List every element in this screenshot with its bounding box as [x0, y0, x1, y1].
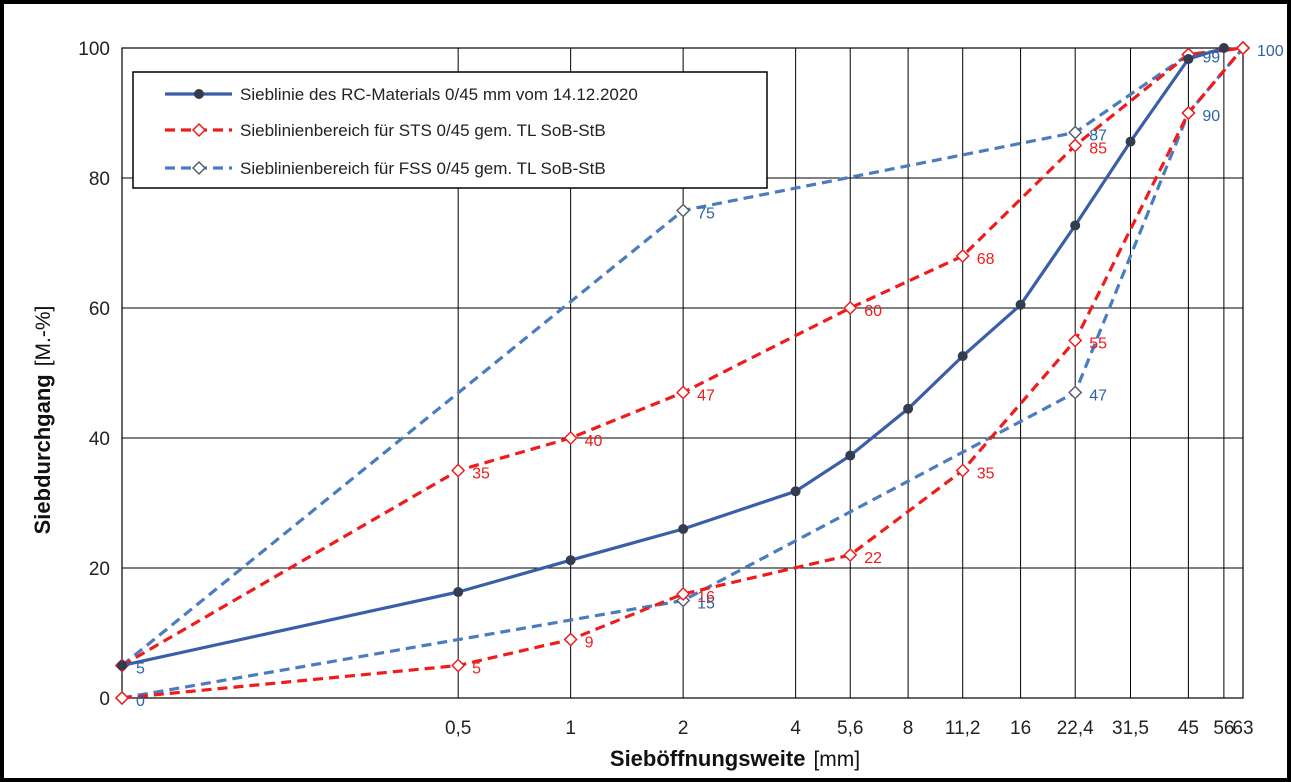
y-tick-label: 100 [78, 39, 110, 60]
data-label: 47 [1089, 388, 1107, 405]
x-tick-label: 4 [790, 718, 801, 739]
series-layer [114, 40, 1251, 706]
data-point [451, 658, 466, 673]
data-point [676, 385, 691, 400]
x-tick-label: 22,4 [1057, 718, 1094, 739]
x-tick-label: 1 [565, 718, 576, 739]
data-point [955, 463, 970, 478]
data-label: 9 [585, 635, 594, 652]
y-tick-label: 80 [89, 169, 110, 190]
x-tick-label: 16 [1010, 718, 1031, 739]
x-tick-label: 63 [1232, 718, 1253, 739]
x-tick-label: 0,5 [445, 718, 471, 739]
data-point [1183, 54, 1194, 65]
legend-label: Sieblinienbereich für STS 0/45 gem. TL S… [240, 121, 606, 140]
data-point [1015, 299, 1026, 310]
data-point [790, 486, 801, 497]
series-line [121, 46, 1245, 700]
x-tick-label: 8 [903, 718, 914, 739]
x-axis-title: Sieböffnungsweite [mm] [610, 746, 860, 771]
data-label: 35 [472, 466, 490, 483]
data-label: 90 [1202, 108, 1220, 125]
data-point [1070, 220, 1081, 231]
data-label: 5 [472, 661, 481, 678]
data-label: 47 [697, 388, 715, 405]
y-axis-label: Siebdurchgang [30, 374, 55, 534]
data-point [676, 203, 691, 218]
data-point [903, 403, 914, 414]
x-tick-label: 45 [1178, 718, 1199, 739]
data-point [1218, 43, 1229, 53]
data-label: 99 [1202, 50, 1220, 67]
data-label: 60 [864, 303, 882, 320]
data-point [957, 351, 968, 362]
data-point [114, 690, 130, 706]
data-point [843, 300, 858, 316]
data-label: 16 [697, 589, 715, 606]
x-axis-unit: [mm] [813, 748, 860, 771]
legend-items: Sieblinie des RC-Materials 0/45 mm vom 1… [165, 85, 638, 178]
data-point [117, 660, 127, 671]
x-tick-label: 2 [678, 718, 689, 739]
data-point [565, 555, 576, 566]
data-point [1181, 105, 1196, 121]
data-label: 35 [977, 466, 995, 483]
data-point [676, 586, 691, 602]
y-axis-title: Siebdurchgang [M.-%] [30, 306, 55, 535]
y-axis-unit: [M.-%] [32, 306, 55, 367]
data-label: 0 [136, 693, 145, 710]
x-tick-label: 5,6 [837, 718, 863, 739]
x-axis-label: Sieböffnungsweite [610, 746, 806, 771]
data-label: 100 [1257, 43, 1284, 60]
data-point [955, 248, 970, 264]
legend-box [132, 71, 768, 189]
x-tick-label: 56 [1213, 718, 1234, 739]
y-tick-label: 60 [89, 299, 110, 320]
data-point [1068, 138, 1083, 153]
legend-marker [194, 89, 204, 99]
data-label: 22 [864, 550, 882, 567]
data-label: 75 [697, 206, 715, 223]
data-point [678, 524, 689, 534]
y-tick-label: 0 [99, 689, 110, 710]
data-point [1125, 136, 1136, 147]
data-point [843, 547, 858, 563]
data-label: 87 [1089, 128, 1107, 145]
data-label: 85 [1089, 141, 1107, 158]
data-point [845, 450, 856, 461]
y-tick-label: 20 [89, 559, 110, 580]
data-label: 68 [977, 251, 995, 268]
y-tick-label: 40 [89, 429, 110, 450]
series-line [121, 46, 1244, 667]
legend-label: Sieblinienbereich für FSS 0/45 gem. TL S… [240, 159, 606, 178]
data-point [563, 430, 578, 446]
data-label: 15 [697, 596, 715, 613]
legend: Sieblinie des RC-Materials 0/45 mm vom 1… [132, 71, 768, 189]
data-point [563, 632, 578, 647]
legend-marker [191, 122, 207, 138]
x-tick-label: 11,2 [945, 718, 981, 739]
data-label: 55 [1089, 336, 1107, 353]
data-label: 5 [136, 661, 145, 678]
x-tick-label: 31,5 [1112, 718, 1149, 739]
data-point [451, 463, 466, 478]
legend-marker [191, 160, 207, 176]
data-point [1235, 40, 1251, 56]
data-point [1068, 385, 1083, 400]
legend-label: Sieblinie des RC-Materials 0/45 mm vom 1… [240, 85, 638, 104]
data-label: 40 [585, 433, 603, 450]
data-point [453, 587, 464, 598]
data-point [1068, 333, 1083, 348]
